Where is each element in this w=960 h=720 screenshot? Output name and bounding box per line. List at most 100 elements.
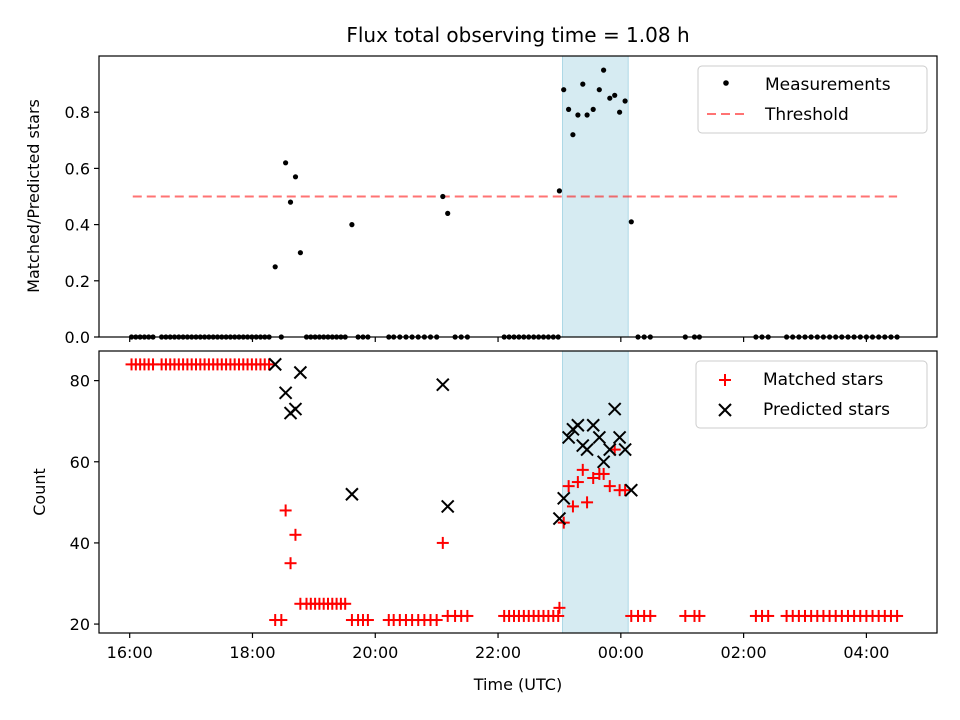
measurement-point: [556, 188, 563, 194]
matched-star-point: [891, 609, 904, 622]
y-tick-label: 0.6: [65, 159, 90, 178]
predicted-star-point: [561, 430, 576, 445]
predicted-stars-points: [268, 357, 638, 526]
predicted-star-point: [293, 365, 308, 380]
predicted-star-point: [440, 499, 455, 514]
legend-predicted-marker: [718, 403, 732, 417]
matched-star-point: [693, 609, 706, 622]
predicted-star-point: [603, 442, 617, 457]
measurement-point: [440, 193, 446, 200]
measurement-point: [292, 174, 299, 180]
bottom-y-axis-label: Count: [30, 468, 49, 516]
predicted-star-point: [618, 442, 632, 457]
legend-predicted-label: Predicted stars: [763, 400, 890, 420]
top-y-axis-label: Matched/Predicted stars: [24, 99, 43, 293]
top-panel: 0.00.20.40.60.8 Matched/Predicted stars …: [24, 55, 938, 347]
x-tick-label: 22:00: [475, 643, 521, 662]
matched-star-point: [603, 480, 616, 493]
bottom-x-ticks: 16:00 18:00 20:00 22:00 00:00 02:00 04:00: [107, 633, 889, 662]
top-measurement-points: [128, 67, 900, 340]
y-tick-label: 60: [70, 453, 90, 472]
matched-star-point: [597, 467, 610, 480]
legend-threshold-label: Threshold: [764, 105, 849, 125]
y-tick-label: 0.2: [65, 272, 90, 291]
predicted-star-point: [624, 483, 638, 497]
matched-star-point: [461, 609, 474, 622]
predicted-star-point: [607, 402, 622, 416]
matched-star-point: [619, 484, 632, 497]
matched-star-point: [644, 609, 657, 622]
x-tick-label: 00:00: [598, 643, 644, 662]
measurement-point: [445, 210, 451, 216]
predicted-star-point: [552, 511, 567, 526]
predicted-star-point: [592, 430, 607, 445]
measurement-point: [580, 81, 586, 87]
measurement-point: [596, 87, 602, 93]
measurement-point: [272, 264, 278, 270]
measurement-point: [590, 106, 596, 112]
matched-star-point: [576, 463, 589, 476]
matched-star-point: [275, 614, 288, 627]
matched-star-point: [562, 480, 575, 493]
matched-star-point: [284, 557, 297, 570]
matched-star-point: [279, 504, 292, 517]
legend-matched-label: Matched stars: [763, 370, 883, 390]
measurement-point: [617, 109, 623, 115]
legend-matched-marker: [719, 374, 731, 386]
x-tick-label: 18:00: [229, 643, 275, 662]
bottom-legend: Matched stars Predicted stars: [695, 360, 928, 429]
measurement-point: [622, 98, 628, 104]
y-tick-label: 0.8: [65, 103, 90, 122]
x-tick-label: 16:00: [107, 643, 153, 662]
measurement-point: [607, 95, 613, 101]
measurement-point: [561, 87, 567, 93]
top-x-ticks: [129, 337, 867, 342]
bottom-axes-frame: [98, 350, 938, 634]
y-tick-label: 20: [70, 615, 90, 634]
matched-star-point: [587, 472, 600, 485]
matched-star-point: [552, 609, 565, 622]
matched-star-point: [581, 496, 594, 509]
top-axes-frame: [98, 55, 938, 338]
matched-star-point: [339, 597, 352, 610]
y-tick-label: 0.4: [65, 216, 90, 235]
top-legend-box: [697, 65, 928, 134]
predicted-star-point: [612, 430, 627, 445]
measurement-point: [628, 219, 634, 225]
matched-star-point: [263, 358, 276, 371]
predicted-star-point: [596, 455, 611, 469]
predicted-star-point: [580, 442, 594, 457]
measurement-point: [612, 92, 618, 98]
predicted-star-point: [571, 418, 585, 432]
legend-measurements-marker: [723, 80, 729, 86]
bottom-highlight-span: [562, 350, 629, 634]
matched-star-point: [571, 476, 584, 489]
legend-measurements-label: Measurements: [765, 75, 891, 95]
matched-star-point: [436, 536, 449, 549]
chart-title: Flux total observing time = 1.08 h: [346, 23, 689, 47]
top-legend: Measurements Threshold: [697, 65, 928, 134]
predicted-star-point: [557, 491, 571, 505]
measurement-point: [584, 112, 590, 118]
measurement-point: [297, 250, 303, 256]
bottom-panel: 20 40 60 80 16:00 18:00 20:00 22:00 00:00 02:00 0…: [30, 350, 938, 694]
matched-star-point: [361, 614, 374, 627]
measurement-point: [287, 199, 294, 205]
matched-star-point: [566, 500, 579, 513]
predicted-star-point: [586, 418, 600, 432]
measurement-point: [575, 112, 581, 118]
matched-star-point: [430, 614, 443, 627]
matched-star-point: [762, 609, 775, 622]
predicted-star-point: [268, 357, 282, 372]
y-tick-label: 40: [70, 534, 90, 553]
measurement-point: [570, 132, 576, 138]
matched-star-point: [289, 528, 302, 541]
measurement-point: [566, 106, 572, 112]
bottom-y-ticks: 20 40 60 80: [70, 372, 99, 634]
matched-stars-points: [125, 358, 904, 627]
predicted-star-point: [345, 487, 359, 501]
measurement-point: [283, 160, 289, 166]
predicted-star-point: [278, 386, 293, 400]
x-tick-label: 20:00: [352, 643, 398, 662]
